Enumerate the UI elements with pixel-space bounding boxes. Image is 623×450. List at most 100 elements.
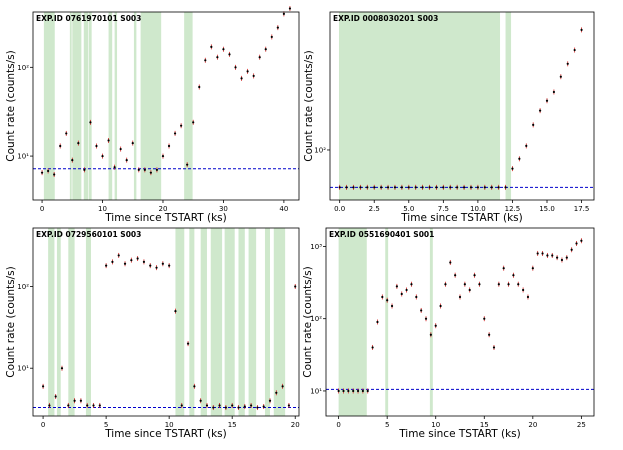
data-point: [130, 259, 133, 262]
gti-band: [133, 12, 137, 200]
x-tick-label: 0: [41, 421, 45, 429]
data-point: [390, 304, 394, 308]
data-point: [580, 239, 583, 242]
gti-band: [210, 228, 223, 416]
data-point: [155, 266, 158, 269]
data-point: [380, 186, 383, 189]
x-tick-label: 0: [40, 205, 44, 213]
x-tick-label: 10.0: [470, 205, 486, 213]
data-point: [205, 404, 209, 407]
data-point: [410, 283, 413, 286]
panel-title: EXP.ID 0761970101 S003: [36, 14, 141, 23]
data-point: [469, 186, 473, 189]
x-tick-label: 10: [431, 421, 440, 429]
data-point: [518, 157, 521, 160]
data-point: [234, 66, 237, 69]
data-point: [86, 404, 89, 407]
data-point: [497, 186, 500, 189]
data-point: [54, 395, 57, 398]
data-point: [40, 171, 44, 174]
gti-band: [248, 228, 257, 416]
data-point: [222, 48, 225, 51]
data-point: [359, 186, 362, 189]
data-point: [525, 144, 528, 147]
data-point: [131, 142, 134, 145]
data-point: [60, 367, 64, 370]
data-point: [414, 186, 417, 189]
gti-band: [429, 228, 433, 416]
x-axis-label: Time since TSTART (ks): [104, 212, 227, 224]
data-point: [65, 132, 68, 135]
data-point: [105, 264, 108, 267]
data-point: [526, 295, 530, 299]
axes-frame: [329, 11, 595, 201]
data-point: [216, 56, 219, 59]
data-point: [435, 186, 438, 189]
x-tick-label: 17.5: [574, 205, 590, 213]
gti-band: [238, 228, 245, 416]
y-tick-label: 10¹: [310, 387, 322, 395]
data-point: [228, 53, 231, 56]
y-tick-label: 10²: [314, 146, 326, 154]
data-point: [386, 299, 389, 302]
x-tick-label: 7.5: [438, 205, 449, 213]
data-point: [113, 166, 116, 169]
data-point: [294, 285, 297, 288]
data-point: [338, 186, 341, 189]
gti-band: [48, 228, 55, 416]
data-point: [545, 99, 549, 102]
data-point: [400, 292, 403, 296]
data-point: [352, 389, 355, 393]
data-point: [560, 258, 564, 262]
data-point: [218, 404, 221, 407]
data-point: [281, 385, 284, 388]
data-point: [434, 324, 437, 327]
data-point: [180, 124, 183, 127]
data-point: [468, 288, 471, 292]
data-point: [119, 147, 122, 151]
data-point: [137, 168, 140, 171]
data-point: [192, 121, 195, 124]
data-point: [356, 389, 360, 393]
y-tick-label: 10²: [17, 283, 29, 291]
y-tick-label: 10²: [310, 315, 322, 323]
data-point: [517, 283, 520, 286]
data-point: [67, 404, 70, 407]
data-point: [522, 288, 525, 292]
gti-band: [88, 12, 92, 200]
x-axis-label: Time since TSTART (ks): [104, 428, 227, 440]
data-point: [41, 385, 45, 388]
data-point: [77, 142, 80, 145]
data-point: [429, 333, 432, 336]
data-point: [240, 77, 243, 80]
x-tick-label: 2.5: [369, 205, 380, 213]
panel-exp-0761970101: 0 10 20 30 40 10¹ 10² EXP.ID 0761970101 S003 Tim…: [5, 5, 300, 224]
data-point: [531, 267, 534, 270]
data-point: [565, 256, 568, 259]
data-point: [536, 252, 539, 255]
gti-band: [56, 228, 61, 416]
data-point: [173, 132, 177, 135]
gti-band: [505, 12, 512, 200]
x-tick-label: 12.5: [505, 205, 521, 213]
y-tick-label: 10¹: [17, 153, 29, 161]
data-point: [48, 404, 51, 407]
gti-band: [69, 12, 72, 200]
x-tick-label: 10: [165, 421, 174, 429]
x-tick-label: 5: [385, 421, 389, 429]
data-point: [556, 256, 559, 259]
data-point: [249, 404, 253, 407]
data-point: [282, 12, 285, 15]
axes-frame: [325, 227, 595, 417]
data-point: [407, 186, 410, 189]
gti-band: [140, 12, 162, 200]
data-point: [442, 186, 445, 189]
data-point: [186, 163, 189, 166]
data-point: [237, 406, 240, 409]
data-point: [405, 288, 408, 292]
x-tick-label: 0: [336, 421, 340, 429]
data-point: [275, 391, 278, 394]
gti-band: [264, 228, 271, 416]
y-axis-label: Count rate (counts/s): [5, 266, 17, 377]
x-axis-label: Time since TSTART (ks): [398, 428, 521, 440]
